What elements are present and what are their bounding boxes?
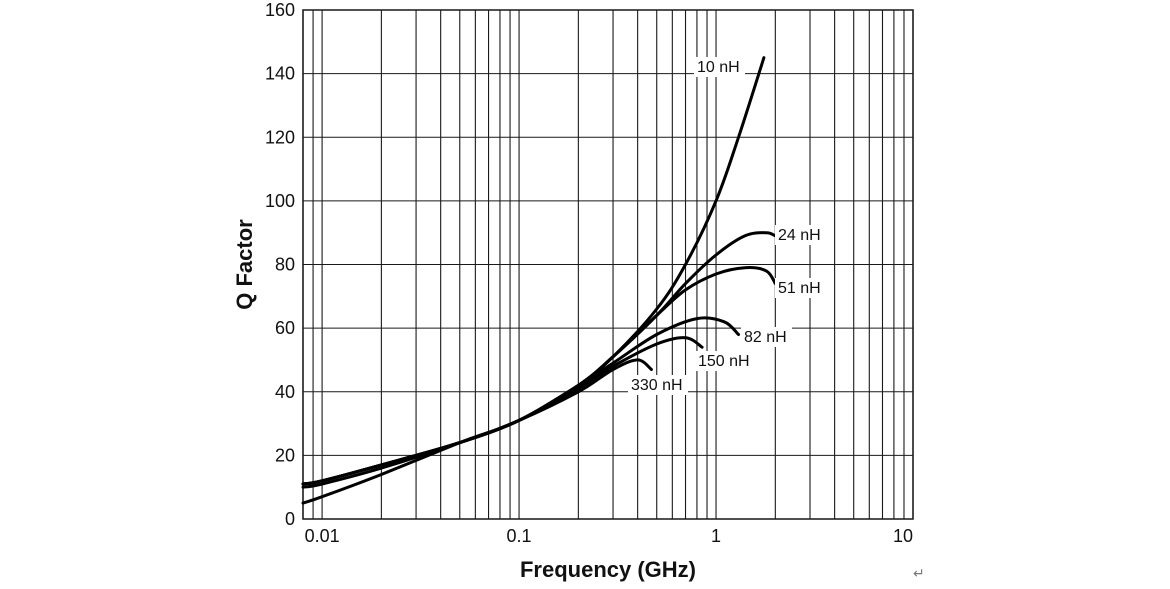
y-tick-label: 60 xyxy=(275,318,295,338)
y-tick-label: 140 xyxy=(265,64,295,84)
y-tick-label: 120 xyxy=(265,127,295,147)
x-tick-label: 1 xyxy=(711,526,721,546)
series-label-330-nh: 330 nH xyxy=(631,377,683,394)
series-label-150-nh: 150 nH xyxy=(698,353,750,370)
series-label-bg-51-nh xyxy=(775,278,826,298)
series-label-bg-24-nh xyxy=(775,225,826,245)
y-tick-label: 160 xyxy=(265,0,295,20)
series-label-51-nh: 51 nH xyxy=(778,280,821,297)
grid xyxy=(302,9,914,520)
x-axis-title: Frequency (GHz) xyxy=(520,557,696,582)
y-tick-label: 0 xyxy=(285,509,295,529)
series-line-330-nh xyxy=(301,358,653,486)
series-label-82-nh: 82 nH xyxy=(744,329,787,346)
y-tick-label: 40 xyxy=(275,382,295,402)
series-labels: 10 nH 24 nH 51 nH 82 nH 150 nH 330 nH xyxy=(628,57,826,395)
series-label-bg-330-nh xyxy=(628,375,688,395)
series-label-bg-10-nh xyxy=(694,57,745,77)
x-tick-label: 10 xyxy=(893,526,913,546)
x-tick-label: 0.1 xyxy=(507,526,532,546)
y-tick-label: 100 xyxy=(265,191,295,211)
series-label-bg-82-nh xyxy=(741,327,792,347)
series-label-10-nh: 10 nH xyxy=(697,59,740,76)
y-axis-title: Q Factor xyxy=(232,219,257,310)
tick-labels: 0 20 40 60 80 100 120 140 160 0.01 0.1 1 10 xyxy=(265,0,913,546)
x-tick-label: 0.01 xyxy=(305,526,340,546)
y-tick-label: 80 xyxy=(275,255,295,275)
y-tick-label: 20 xyxy=(275,445,295,465)
series-lines xyxy=(301,56,777,505)
series-label-bg-150-nh xyxy=(695,351,755,371)
series-label-24-nh: 24 nH xyxy=(778,227,821,244)
return-arrow-icon: ↵ xyxy=(913,566,925,582)
